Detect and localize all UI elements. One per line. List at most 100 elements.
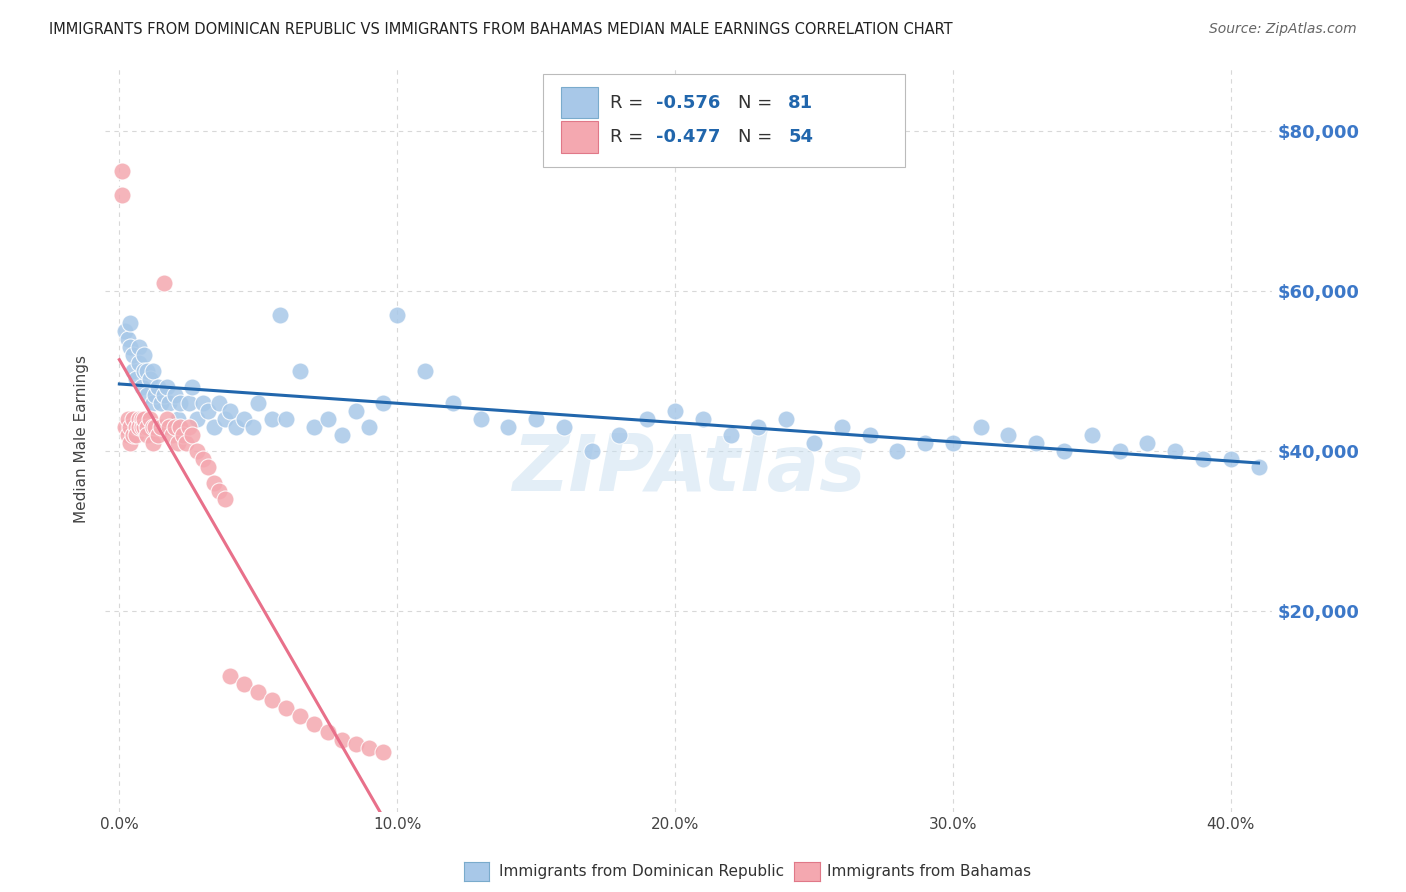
Point: [142, 420, 165, 434]
Point: [142, 436, 165, 450]
Point: [148, 380, 170, 394]
Point: [111, 188, 134, 202]
Point: [139, 372, 162, 386]
Point: [117, 412, 139, 426]
Point: [114, 324, 136, 338]
Point: [359, 740, 381, 755]
Point: [111, 164, 134, 178]
Point: [136, 364, 159, 378]
Point: [247, 684, 270, 698]
FancyBboxPatch shape: [561, 87, 598, 119]
Point: [136, 420, 159, 434]
Point: [775, 412, 797, 426]
Point: [262, 692, 284, 706]
Point: [1164, 444, 1187, 458]
Point: [1108, 444, 1130, 458]
Point: [274, 412, 297, 426]
Point: [180, 380, 202, 394]
Point: [142, 364, 165, 378]
Point: [373, 745, 395, 759]
Point: [169, 396, 191, 410]
Point: [914, 436, 936, 450]
Point: [125, 372, 148, 386]
Point: [177, 420, 200, 434]
Text: Immigrants from Bahamas: Immigrants from Bahamas: [827, 864, 1031, 879]
Point: [225, 420, 247, 434]
Text: R =: R =: [610, 94, 648, 112]
Point: [470, 412, 492, 426]
Point: [134, 412, 156, 426]
Point: [120, 420, 142, 434]
Point: [120, 316, 142, 330]
Point: [302, 420, 325, 434]
Point: [316, 412, 339, 426]
Point: [163, 420, 186, 434]
Point: [803, 436, 825, 450]
Text: 54: 54: [789, 128, 813, 146]
Point: [122, 364, 145, 378]
Point: [150, 420, 173, 434]
Point: [197, 460, 219, 475]
Point: [120, 340, 142, 354]
Point: [202, 476, 225, 491]
Point: [128, 420, 150, 434]
Point: [858, 428, 880, 442]
Point: [145, 420, 167, 434]
Point: [274, 700, 297, 714]
FancyBboxPatch shape: [543, 74, 905, 168]
Point: [128, 412, 150, 426]
Point: [125, 420, 148, 434]
Point: [128, 356, 150, 370]
Point: [157, 420, 180, 434]
Point: [242, 420, 264, 434]
Text: R =: R =: [610, 128, 648, 146]
Point: [125, 428, 148, 442]
Point: [636, 412, 658, 426]
Point: [153, 388, 174, 402]
Point: [131, 420, 153, 434]
Text: 81: 81: [789, 94, 813, 112]
Point: [553, 420, 575, 434]
Point: [134, 348, 156, 362]
Point: [128, 340, 150, 354]
Point: [316, 724, 339, 739]
Point: [498, 420, 520, 434]
Text: IMMIGRANTS FROM DOMINICAN REPUBLIC VS IMMIGRANTS FROM BAHAMAS MEDIAN MALE EARNIN: IMMIGRANTS FROM DOMINICAN REPUBLIC VS IM…: [49, 22, 953, 37]
Point: [970, 420, 993, 434]
Point: [131, 380, 153, 394]
FancyBboxPatch shape: [561, 121, 598, 153]
Point: [155, 412, 177, 426]
Point: [441, 396, 464, 410]
Point: [288, 708, 311, 723]
Point: [122, 428, 145, 442]
Point: [169, 420, 191, 434]
Y-axis label: Median Male Earnings: Median Male Earnings: [75, 355, 90, 524]
Text: ZIPAtlas: ZIPAtlas: [512, 431, 866, 508]
Point: [120, 436, 142, 450]
Point: [191, 396, 214, 410]
Text: Source: ZipAtlas.com: Source: ZipAtlas.com: [1209, 22, 1357, 37]
Point: [747, 420, 769, 434]
Point: [413, 364, 436, 378]
Point: [270, 308, 292, 322]
Point: [1053, 444, 1076, 458]
Point: [150, 396, 173, 410]
Point: [177, 396, 200, 410]
Point: [942, 436, 965, 450]
Point: [163, 388, 186, 402]
Text: -0.477: -0.477: [657, 128, 721, 146]
Point: [114, 420, 136, 434]
Point: [1136, 436, 1159, 450]
Point: [1247, 460, 1270, 475]
Point: [288, 364, 311, 378]
Point: [136, 388, 159, 402]
Point: [202, 420, 225, 434]
Point: [214, 492, 236, 507]
Point: [330, 732, 353, 747]
Point: [344, 737, 367, 751]
Point: [831, 420, 853, 434]
Point: [219, 404, 242, 418]
Point: [166, 436, 188, 450]
Point: [720, 428, 742, 442]
Point: [1192, 452, 1215, 467]
